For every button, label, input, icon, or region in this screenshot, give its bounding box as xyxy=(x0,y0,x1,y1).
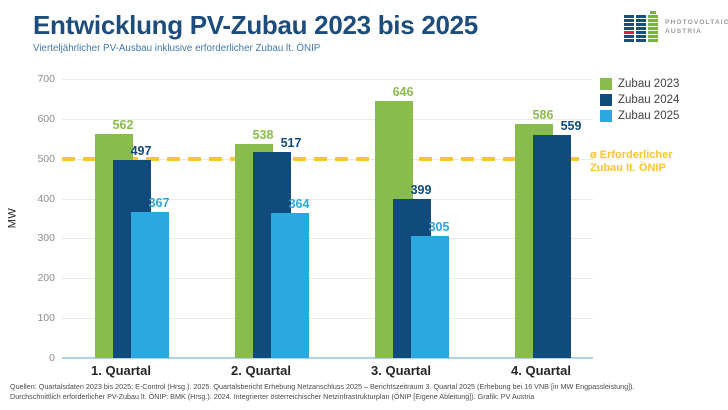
y-tick-label: 500 xyxy=(37,152,55,165)
gridline xyxy=(62,198,593,200)
bar xyxy=(533,135,571,358)
bar xyxy=(131,211,169,358)
legend-item: Zubau 2025 xyxy=(600,110,679,122)
x-axis-line xyxy=(62,357,593,359)
bar-value-label: 517 xyxy=(280,135,302,150)
logo-bar xyxy=(636,35,646,38)
logo-wordmark: PHOTOVOLTAIC AUSTRIA xyxy=(665,19,728,36)
bar-value-label: 562 xyxy=(112,118,134,132)
legend-swatch xyxy=(600,78,612,90)
logo-bar xyxy=(648,23,658,26)
gridline xyxy=(62,238,593,240)
logo-bar xyxy=(648,39,658,42)
bar-value-label: 538 xyxy=(252,127,274,142)
y-tick-label: 200 xyxy=(37,272,55,285)
y-tick-label: 0 xyxy=(49,352,55,364)
y-axis-title: MW xyxy=(6,207,19,229)
reference-line xyxy=(62,156,585,161)
legend-item: Zubau 2024 xyxy=(600,94,679,106)
source-line-1: Quellen: Quartalsdaten 2023 bis 2025: E-… xyxy=(10,382,635,391)
bar-value-label: 646 xyxy=(392,84,414,99)
logo-bar xyxy=(636,19,646,22)
source-note: Quellen: Quartalsdaten 2023 bis 2025: E-… xyxy=(10,382,634,401)
logo-bar xyxy=(636,31,646,34)
bar xyxy=(411,236,449,358)
logo-bar xyxy=(624,27,634,30)
page-subtitle: Vierteljährlicher PV-Ausbau inklusive er… xyxy=(33,43,321,54)
legend-swatch xyxy=(600,94,612,106)
gridline xyxy=(62,278,593,280)
logo-bar xyxy=(624,35,634,38)
logo-line-1: PHOTOVOLTAIC xyxy=(665,19,728,26)
x-axis-label: 4. Quartal xyxy=(511,363,571,378)
logo-bar xyxy=(636,15,646,18)
logo-bar xyxy=(636,23,646,26)
y-tick-label: 700 xyxy=(37,73,55,85)
legend-label: Zubau 2025 xyxy=(618,110,680,122)
gridline xyxy=(62,118,593,120)
legend-label: Zubau 2023 xyxy=(618,78,680,90)
solar-panel-battery-icon xyxy=(624,11,659,44)
bar-value-label: 305 xyxy=(428,220,450,235)
bar-value-label: 367 xyxy=(148,195,170,210)
logo-bar xyxy=(648,27,658,30)
legend-item: Zubau 2023 xyxy=(600,78,679,90)
logo-bar xyxy=(636,27,646,30)
y-tick-label: 600 xyxy=(37,112,55,125)
x-axis-label: 2. Quartal xyxy=(231,363,291,378)
logo-bar xyxy=(624,23,634,26)
gridline xyxy=(62,318,593,320)
logo-bar xyxy=(624,15,634,18)
page-title: Entwicklung PV-Zubau 2023 bis 2025 xyxy=(33,10,478,40)
gridline xyxy=(62,79,593,80)
reference-line-label: ø Erforderlicher Zubau lt. ÖNIP xyxy=(590,148,673,174)
bar-value-label: 559 xyxy=(560,119,582,134)
logo-bar xyxy=(624,19,634,22)
bar xyxy=(271,212,309,358)
bar-value-label: 497 xyxy=(130,143,152,158)
y-tick-label: 100 xyxy=(37,312,55,325)
source-line-2: Durchschnittlich erforderlicher PV-Zubau… xyxy=(10,391,535,401)
logo-bar xyxy=(624,39,634,42)
legend-label: Zubau 2024 xyxy=(618,94,680,106)
logo-bar xyxy=(650,11,656,14)
bar-value-label: 364 xyxy=(288,196,310,211)
legend-swatch xyxy=(600,110,612,122)
bar-value-label: 399 xyxy=(410,183,432,197)
logo-line-2: AUSTRIA xyxy=(665,27,703,35)
pv-austria-logo: PHOTOVOLTAIC AUSTRIA xyxy=(624,11,728,44)
logo-bar xyxy=(636,39,646,42)
x-axis-label: 3. Quartal xyxy=(371,363,431,378)
y-tick-label: 300 xyxy=(37,232,55,245)
x-axis-label: 1. Quartal xyxy=(91,363,151,378)
logo-bar xyxy=(648,35,658,38)
logo-bar xyxy=(648,31,658,34)
y-tick-label: 400 xyxy=(37,192,55,205)
logo-bar xyxy=(648,15,658,18)
logo-bar xyxy=(648,19,658,22)
bar-value-label: 586 xyxy=(532,108,554,123)
logo-bar xyxy=(624,31,634,34)
